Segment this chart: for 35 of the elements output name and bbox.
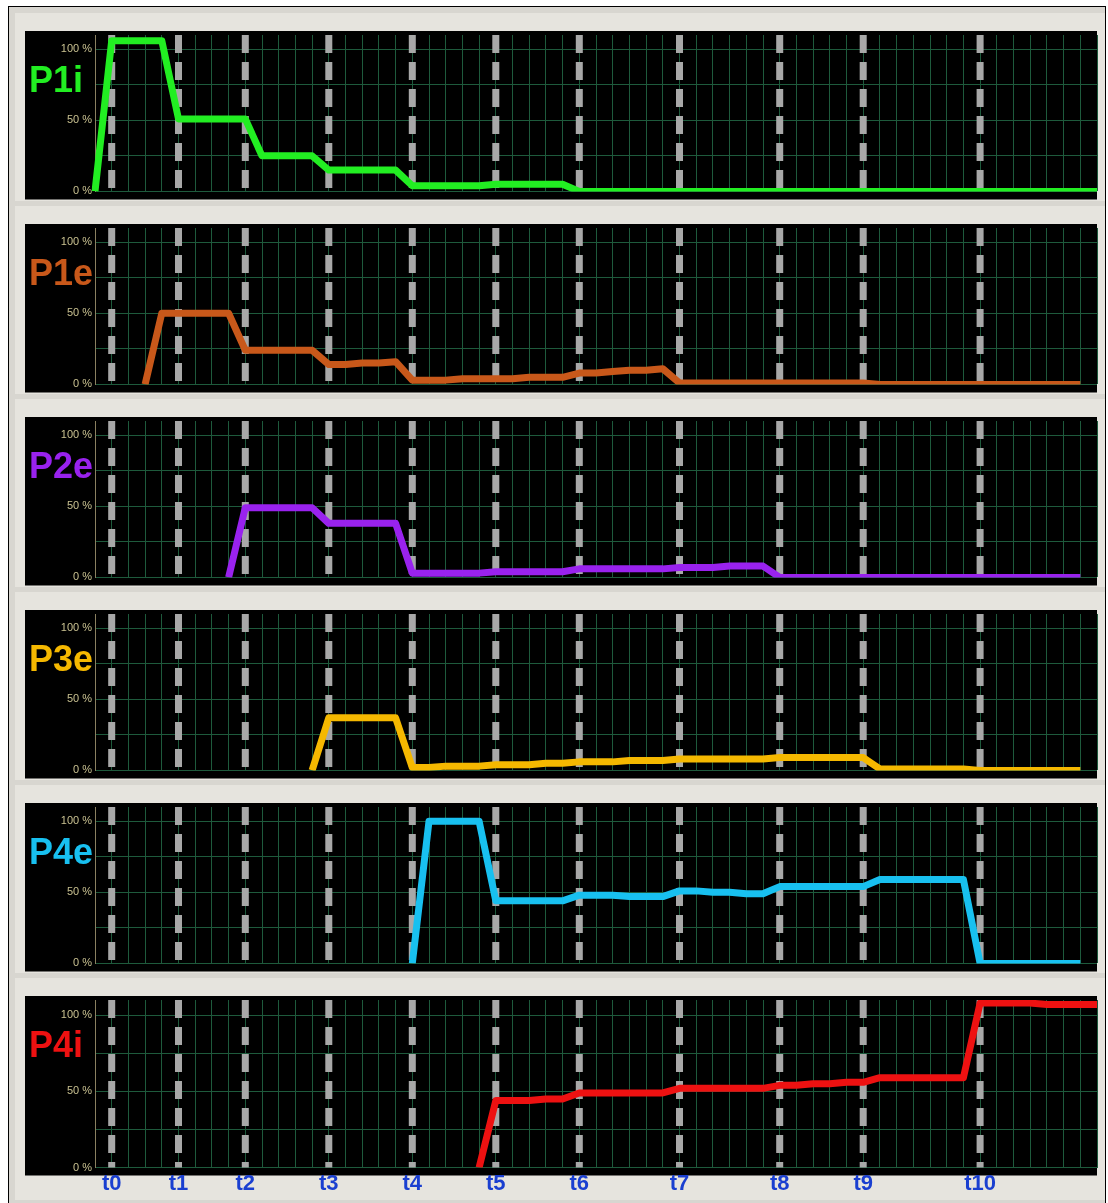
y-tick-label: 0 % <box>73 184 93 197</box>
y-tick-label: 0 % <box>73 570 93 583</box>
x-tick-label: t10 <box>964 1169 996 1195</box>
x-tick-label: t7 <box>669 1169 690 1195</box>
text: P1e <box>29 252 94 293</box>
text: P3e <box>29 638 94 679</box>
y-tick-label: 50 % <box>66 306 93 319</box>
x-tick-label: t8 <box>769 1169 790 1195</box>
y-tick-label: 100 % <box>60 621 93 634</box>
y-tick-label: 50 % <box>66 692 93 705</box>
text: P1i <box>29 59 84 100</box>
x-tick-label: t0 <box>101 1169 122 1195</box>
y-tick-label: 100 % <box>60 235 93 248</box>
y-tick-label: 100 % <box>60 1008 93 1021</box>
y-tick-label: 50 % <box>66 499 93 512</box>
x-tick-label: t2 <box>235 1169 256 1195</box>
y-tick-label: 0 % <box>73 763 93 776</box>
y-tick-label: 50 % <box>66 885 93 898</box>
y-tick-label: 0 % <box>73 377 93 390</box>
text: P4i <box>29 1024 84 1065</box>
y-tick-label: 50 % <box>66 113 93 126</box>
text: P2e <box>29 445 94 486</box>
y-tick-label: 100 % <box>60 814 93 827</box>
x-tick-label: t5 <box>486 1169 506 1195</box>
x-tick-label: t6 <box>569 1169 590 1195</box>
y-tick-label: 100 % <box>60 42 93 55</box>
x-tick-label: t9 <box>853 1169 873 1195</box>
y-tick-label: 0 % <box>73 956 93 969</box>
text: P4e <box>29 831 94 872</box>
y-tick-label: 100 % <box>60 428 93 441</box>
x-tick-label: t1 <box>168 1169 189 1195</box>
x-tick-label: t3 <box>319 1169 339 1195</box>
y-tick-label: 0 % <box>73 1160 93 1173</box>
y-tick-label: 50 % <box>66 1084 93 1097</box>
x-tick-label: t4 <box>402 1169 423 1195</box>
